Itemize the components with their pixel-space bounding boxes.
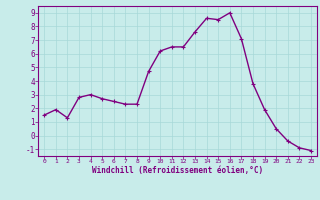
X-axis label: Windchill (Refroidissement éolien,°C): Windchill (Refroidissement éolien,°C): [92, 166, 263, 175]
